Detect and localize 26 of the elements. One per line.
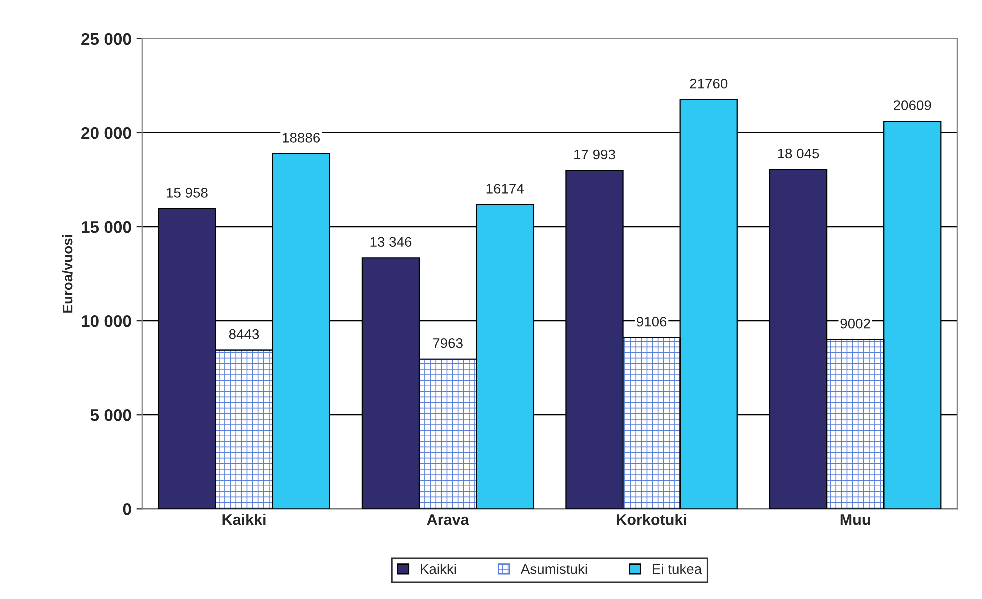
data-label: 18 045: [778, 148, 820, 159]
y-tick-label: 0: [123, 504, 132, 516]
x-tick-label: Korkotuki: [617, 514, 686, 526]
data-label: 17 993: [574, 150, 616, 160]
y-tick-label: 25 000: [82, 33, 132, 46]
data-label: 15 958: [167, 188, 208, 198]
y-tick-label: 15 000: [82, 221, 132, 234]
x-tick-label: Arava: [427, 514, 470, 526]
x-tick-label: Muu: [840, 514, 870, 526]
data-label: 16174: [486, 184, 524, 194]
x-tick-label: Kaikki: [222, 514, 266, 526]
y-tick-label: 10 000: [82, 315, 132, 328]
data-label: 8443: [229, 329, 260, 340]
legend-label: Ei tukea: [653, 564, 702, 574]
data-label: 21760: [690, 78, 728, 89]
data-label: 9002: [840, 318, 870, 329]
y-tick-label: 20 000: [82, 127, 132, 140]
legend-label: Asumistuki: [520, 564, 588, 574]
data-label: 20609: [894, 100, 932, 110]
legend-label: Kaikki: [421, 564, 456, 574]
y-tick-label: 5 000: [90, 410, 132, 422]
y-axis-title: Euroa/vuosi: [62, 235, 73, 313]
data-label: 18886: [283, 133, 320, 143]
data-label: 7963: [433, 338, 463, 348]
data-label: 9106: [637, 316, 667, 327]
data-label: 13 346: [370, 237, 412, 248]
